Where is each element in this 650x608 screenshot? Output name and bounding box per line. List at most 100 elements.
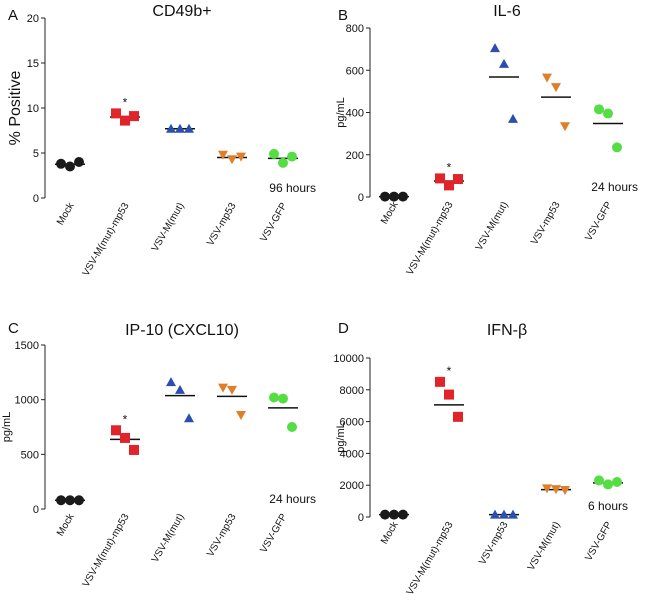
category-label: Mock	[55, 511, 77, 538]
y-tick-label: 0	[33, 193, 39, 205]
category-label: VSV-M(mut)-mp53	[81, 512, 132, 590]
category-label: VSV-M(mut)	[474, 200, 511, 253]
y-tick-label: 0	[358, 192, 364, 204]
significance-star: *	[447, 364, 452, 378]
data-point	[542, 484, 552, 494]
data-point	[129, 444, 139, 455]
data-point	[444, 389, 454, 400]
category-label: VSV-mp53	[205, 201, 239, 248]
data-point	[120, 432, 130, 443]
significance-star: *	[447, 160, 452, 174]
data-point	[389, 509, 399, 520]
category-label: Mock	[379, 519, 401, 546]
series-vsv-m-mut-mp53: *	[434, 364, 464, 422]
series-mock	[55, 495, 85, 506]
y-tick-label: 10	[27, 103, 39, 115]
data-point	[129, 111, 139, 122]
y-tick-label: 6000	[340, 417, 364, 429]
data-point	[435, 376, 445, 387]
series-vsv-m-mut-mp53: *	[110, 95, 140, 126]
data-point	[490, 43, 500, 53]
series-vsv-m-mut-mp53: *	[434, 160, 464, 191]
category-label: VSV-M(mut)	[150, 201, 187, 254]
category-label: VSV-M(mut)-mp53	[405, 200, 456, 278]
series-vsv-mp53	[541, 73, 571, 132]
panel-title: CD49b+	[152, 3, 211, 20]
data-point	[287, 422, 297, 432]
data-point	[612, 142, 622, 153]
panel-label: B	[338, 7, 348, 24]
data-point	[56, 158, 66, 169]
panel-title: IL-6	[493, 3, 521, 20]
category-label: VSV-mp53	[529, 200, 563, 247]
data-point	[218, 383, 228, 393]
data-point	[389, 191, 399, 202]
y-tick-label: 400	[346, 108, 364, 120]
data-point	[612, 477, 622, 488]
data-point	[551, 83, 561, 93]
y-tick-label: 2000	[340, 480, 364, 492]
category-label: Mock	[55, 200, 77, 227]
series-vsv-m-mut-	[165, 377, 195, 423]
data-point	[111, 108, 121, 119]
y-tick-label: 0	[358, 512, 364, 524]
series-vsv-gfp	[593, 104, 623, 153]
data-point	[56, 495, 66, 506]
data-point	[166, 123, 176, 133]
data-point	[444, 180, 454, 191]
data-point	[236, 410, 246, 420]
series-vsv-gfp	[593, 475, 623, 490]
y-tick-label: 10000	[333, 353, 364, 365]
y-tick-label: 20	[27, 13, 39, 25]
data-point	[490, 509, 500, 519]
significance-star: *	[123, 412, 128, 426]
data-point	[236, 152, 246, 162]
category-label: VSV-M(mut)-mp53	[81, 201, 132, 279]
y-tick-label: 800	[346, 23, 364, 35]
y-tick-label: 600	[346, 65, 364, 77]
data-point	[269, 148, 279, 159]
data-point	[74, 495, 84, 506]
data-point	[603, 479, 613, 490]
y-tick-label: 8000	[340, 385, 364, 397]
series-vsv-m-mut-	[541, 484, 571, 495]
data-point	[65, 495, 75, 506]
category-label: VSV-GFP	[583, 520, 614, 563]
data-point	[453, 411, 463, 422]
category-label: VSV-GFP	[583, 200, 614, 243]
y-tick-label: 4000	[340, 448, 364, 460]
panel-title: IP-10 (CXCL10)	[125, 322, 239, 339]
panel-label: C	[8, 320, 19, 337]
series-vsv-m-mut-	[165, 123, 195, 133]
series-mock	[379, 191, 409, 202]
category-label: VSV-GFP	[258, 201, 289, 244]
panel-label: A	[8, 7, 18, 24]
data-point	[184, 413, 194, 423]
series-vsv-m-mut-mp53: *	[110, 412, 140, 455]
data-point	[508, 509, 518, 519]
series-vsv-mp53	[217, 383, 247, 420]
y-tick-label: 1500	[15, 340, 39, 352]
data-point	[560, 122, 570, 132]
data-point	[269, 392, 279, 403]
data-point	[120, 115, 130, 126]
data-point	[499, 58, 509, 68]
data-point	[278, 157, 288, 168]
data-point	[594, 104, 604, 115]
data-point	[508, 113, 518, 123]
y-tick-label: 5	[33, 148, 39, 160]
data-point	[111, 425, 121, 436]
panel-title: IFN-β	[487, 322, 527, 339]
y-axis-label: pg/mL	[335, 97, 347, 128]
y-tick-label: 1000	[15, 395, 39, 407]
data-point	[435, 173, 445, 184]
data-point	[380, 509, 390, 520]
data-point	[603, 108, 613, 119]
data-point	[184, 123, 194, 133]
significance-star: *	[123, 95, 128, 109]
data-point	[594, 475, 604, 486]
time-annotation: 96 hours	[269, 181, 316, 195]
category-label: VSV-mp53	[205, 512, 239, 559]
